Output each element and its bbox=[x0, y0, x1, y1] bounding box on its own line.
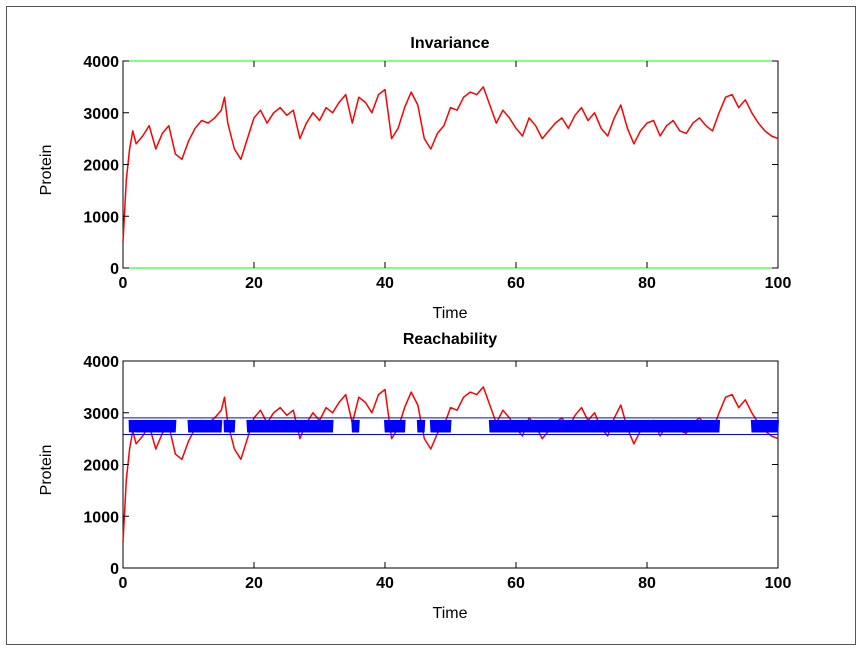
invariance-x-tick-label: 0 bbox=[119, 275, 128, 292]
invariance-x-axis-label: Time bbox=[433, 305, 468, 322]
reachability-y-tick-label: 2000 bbox=[83, 458, 119, 475]
reachability-x-tick-label: 80 bbox=[638, 575, 656, 592]
reachability-reachable-series bbox=[128, 419, 779, 433]
reachability-x-tick-label: 100 bbox=[765, 575, 792, 592]
invariance-y-axis-label: Protein bbox=[38, 145, 55, 196]
reachability-y-tick-label: 1000 bbox=[83, 509, 119, 526]
invariance-x-tick-label: 80 bbox=[638, 275, 656, 292]
invariance-title: Invariance bbox=[410, 35, 489, 52]
reachability-y-tick-label: 4000 bbox=[83, 354, 119, 371]
reachability-y-axis-label: Protein bbox=[38, 445, 55, 496]
invariance-x-tick-label: 20 bbox=[245, 275, 263, 292]
invariance-y-tick-label: 4000 bbox=[83, 54, 119, 71]
reachability-x-tick-label: 60 bbox=[507, 575, 525, 592]
invariance-y-tick-label: 1000 bbox=[83, 209, 119, 226]
invariance-y-tick-label: 2000 bbox=[83, 158, 119, 175]
invariance-y-tick-label: 0 bbox=[110, 261, 119, 278]
reachability-x-tick-label: 0 bbox=[119, 575, 128, 592]
invariance-protein-trace bbox=[122, 86, 779, 243]
invariance-x-tick-label: 100 bbox=[765, 275, 792, 292]
invariance-x-tick-label: 40 bbox=[376, 275, 394, 292]
reachability-y-tick-label: 0 bbox=[110, 561, 119, 578]
reachability-plot-area bbox=[122, 360, 779, 569]
reachability-x-tick-label: 40 bbox=[376, 575, 394, 592]
invariance-plot-area bbox=[122, 60, 779, 269]
reachability-x-axis-label: Time bbox=[433, 605, 468, 622]
invariance-x-tick-label: 60 bbox=[507, 275, 525, 292]
invariance-y-tick-label: 3000 bbox=[83, 106, 119, 123]
reachability-title: Reachability bbox=[403, 331, 497, 348]
reachability-x-tick-label: 20 bbox=[245, 575, 263, 592]
reachability-y-tick-label: 3000 bbox=[83, 406, 119, 423]
